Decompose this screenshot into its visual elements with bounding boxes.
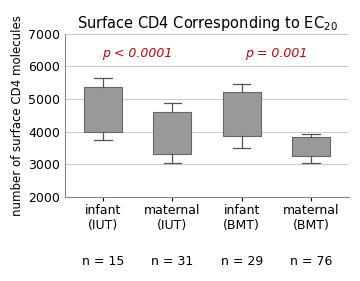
Title: Surface CD4 Corresponding to EC$_{20}$: Surface CD4 Corresponding to EC$_{20}$ (77, 14, 337, 33)
Text: p < 0.0001: p < 0.0001 (103, 47, 173, 60)
Bar (84, 87, 122, 132)
Text: n = 76: n = 76 (290, 255, 332, 268)
Y-axis label: number of surface CD4 molecules: number of surface CD4 molecules (11, 15, 24, 216)
Bar (153, 112, 192, 154)
Bar (222, 92, 261, 136)
Text: n = 29: n = 29 (221, 255, 263, 268)
Text: n = 15: n = 15 (82, 255, 124, 268)
Text: n = 31: n = 31 (151, 255, 193, 268)
Text: p = 0.001: p = 0.001 (245, 47, 307, 60)
Bar (292, 137, 330, 156)
